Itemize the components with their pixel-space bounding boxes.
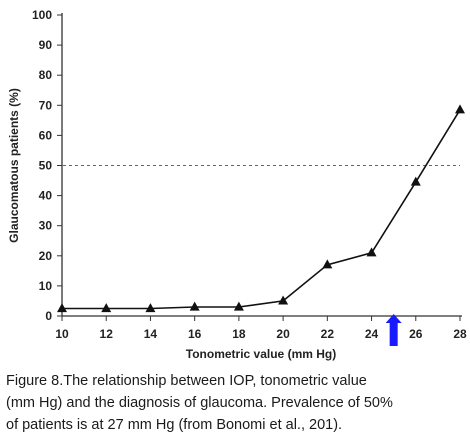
data-point-marker	[366, 247, 377, 257]
x-tick-label: 16	[188, 327, 202, 341]
y-tick-label: 50	[39, 159, 53, 173]
y-tick-label: 90	[39, 38, 53, 52]
x-tick-label: 14	[144, 327, 158, 341]
x-tick-label: 22	[321, 327, 335, 341]
y-tick-label: 10	[39, 279, 53, 293]
y-tick-label: 100	[32, 8, 52, 22]
caption-line: Figure 8.The relationship between IOP, t…	[6, 373, 367, 389]
x-axis-title: Tonometric value (mm Hg)	[186, 347, 336, 361]
series-markers	[57, 104, 465, 313]
data-point-marker	[101, 303, 112, 313]
y-tick-label: 40	[39, 189, 53, 203]
y-tick-label: 80	[39, 68, 53, 82]
y-tick-label: 70	[39, 98, 53, 112]
x-axis-ticks: 10 12 14 16 18 20 22 24 26 28	[55, 316, 467, 341]
x-tick-label: 24	[365, 327, 379, 341]
x-tick-label: 18	[232, 327, 246, 341]
y-axis-title: Glaucomatous patients (%)	[7, 88, 21, 243]
y-tick-label: 0	[45, 309, 52, 323]
y-axis-ticks: 0 10 20 30 40 50 60 70 80 90 100	[32, 8, 62, 323]
chart-axes	[61, 13, 462, 317]
data-point-marker	[57, 303, 67, 313]
series-line	[62, 109, 461, 310]
arrow-up-icon	[385, 314, 402, 346]
figure-caption: Figure 8.The relationship between IOP, t…	[6, 370, 468, 436]
caption-line: (mm Hg) and the diagnosis of glaucoma. P…	[6, 395, 393, 411]
x-tick-label: 20	[276, 327, 290, 341]
data-point-marker	[189, 301, 200, 311]
x-tick-label: 12	[100, 327, 114, 341]
x-tick-label: 26	[409, 327, 423, 341]
caption-line: of patients is at 27 mm Hg (from Bonomi …	[6, 417, 343, 433]
data-point-marker	[455, 104, 465, 114]
x-tick-label: 10	[55, 327, 69, 341]
y-tick-label: 20	[39, 249, 53, 263]
data-point-marker	[145, 303, 156, 313]
data-point-marker	[233, 301, 244, 311]
data-point-marker	[322, 259, 333, 269]
y-tick-label: 30	[39, 219, 53, 233]
data-point-marker	[278, 295, 289, 305]
x-tick-label: 28	[453, 327, 467, 341]
data-point-marker	[410, 176, 421, 186]
y-tick-label: 60	[39, 128, 53, 142]
